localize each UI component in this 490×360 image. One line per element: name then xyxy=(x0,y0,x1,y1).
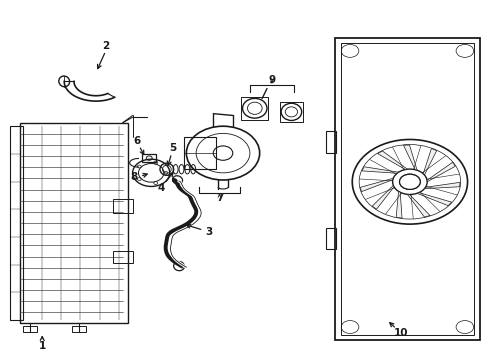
Bar xyxy=(72,326,86,332)
Polygon shape xyxy=(378,151,408,170)
Bar xyxy=(326,131,336,153)
Text: 7: 7 xyxy=(216,193,223,203)
Bar xyxy=(335,39,480,339)
Bar xyxy=(280,102,303,122)
Bar xyxy=(113,199,133,213)
Polygon shape xyxy=(403,145,417,170)
Bar xyxy=(20,123,128,323)
Polygon shape xyxy=(423,149,437,175)
Circle shape xyxy=(399,174,420,189)
Bar xyxy=(241,97,269,120)
Polygon shape xyxy=(408,194,430,217)
Polygon shape xyxy=(362,167,398,173)
Text: 4: 4 xyxy=(157,183,165,193)
Polygon shape xyxy=(424,183,460,189)
Text: 3: 3 xyxy=(206,227,213,237)
Text: 10: 10 xyxy=(394,328,409,338)
Polygon shape xyxy=(427,162,455,182)
Text: 8: 8 xyxy=(130,172,137,183)
Bar xyxy=(341,42,474,335)
Text: 2: 2 xyxy=(102,41,109,50)
Bar xyxy=(143,154,156,162)
Bar xyxy=(113,251,133,263)
Circle shape xyxy=(405,179,415,185)
Circle shape xyxy=(399,174,420,189)
Polygon shape xyxy=(417,193,452,206)
Bar xyxy=(23,326,37,332)
Polygon shape xyxy=(396,192,402,218)
Text: 9: 9 xyxy=(269,75,275,85)
Text: 6: 6 xyxy=(133,136,140,145)
Bar xyxy=(10,126,23,320)
Polygon shape xyxy=(360,178,393,192)
Bar xyxy=(184,137,216,169)
Text: 5: 5 xyxy=(169,143,176,153)
Bar xyxy=(326,228,336,249)
Text: 1: 1 xyxy=(39,341,46,351)
Polygon shape xyxy=(372,185,394,209)
